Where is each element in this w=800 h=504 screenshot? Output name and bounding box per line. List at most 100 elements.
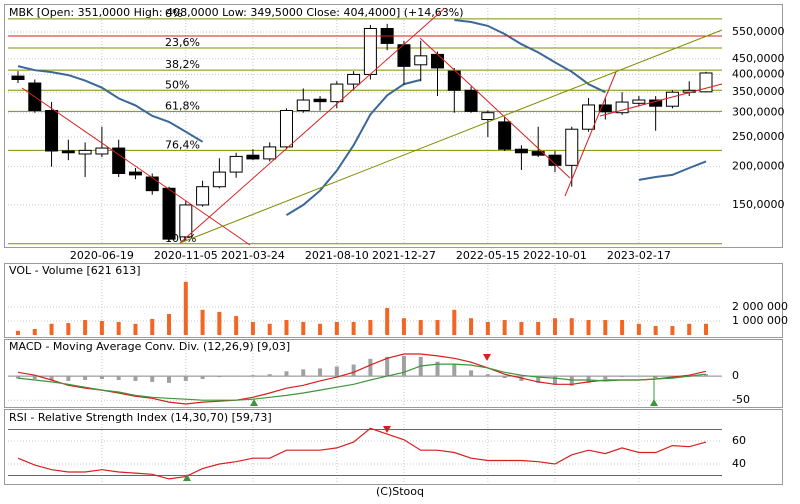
panel-title: VOL - Volume [621 613] <box>9 264 141 277</box>
histogram-bar <box>569 376 574 386</box>
volume-bar <box>368 320 373 335</box>
histogram-bar <box>200 376 205 380</box>
trend-line <box>599 83 723 117</box>
volume-bar <box>452 309 457 335</box>
volume-bar <box>435 320 440 335</box>
histogram-bar <box>704 374 708 377</box>
histogram-bar <box>536 376 541 383</box>
candle-body <box>145 176 159 192</box>
x-tick-label: 2020-06-19 <box>70 249 134 262</box>
volume-bar <box>502 320 507 335</box>
volume-bar <box>653 326 658 335</box>
histogram-bar <box>435 361 440 377</box>
buy-signal <box>250 399 258 406</box>
buy-signal <box>183 474 191 481</box>
fib-label: 38,2% <box>165 58 200 71</box>
volume-bar <box>536 321 541 335</box>
volume-bar <box>670 326 675 335</box>
signals <box>183 354 658 481</box>
histogram-bar <box>552 376 557 385</box>
volume-bar <box>133 323 138 335</box>
histogram-bar <box>133 376 138 381</box>
volume-bar <box>552 318 557 335</box>
volume-bar <box>334 321 339 335</box>
volume-bar <box>49 323 54 335</box>
histogram-bar <box>485 374 490 377</box>
volume-bar <box>603 320 608 335</box>
histogram-bar <box>401 355 406 377</box>
candle-body <box>313 98 327 103</box>
candle-body <box>665 91 679 107</box>
histogram-bar <box>301 369 306 377</box>
volume-bar <box>234 316 239 335</box>
x-tick-label: 2022-05-15 <box>456 249 520 262</box>
histogram-bar <box>267 374 272 377</box>
candle-body <box>498 121 512 150</box>
volume-bar <box>385 307 390 335</box>
histogram-bar <box>49 376 54 380</box>
volume-bar <box>485 321 490 335</box>
candle-body <box>162 187 176 240</box>
y-tick-label: -50 <box>732 393 750 406</box>
candle-body <box>95 147 109 155</box>
histogram-bar <box>502 376 507 379</box>
footer: (C)Stooq <box>376 485 424 498</box>
indicator-line <box>17 363 707 401</box>
histogram-bar <box>234 376 239 377</box>
candle-body <box>229 155 243 173</box>
volume-bar <box>267 323 272 335</box>
candle-body <box>196 186 210 206</box>
volume-bar <box>569 318 574 335</box>
histogram-bar <box>99 376 104 380</box>
trend-line <box>179 29 723 244</box>
buy-signal <box>650 399 658 406</box>
panel-title: MACD - Moving Average Conv. Div. (12,26,… <box>9 340 290 353</box>
candle-body <box>263 146 277 160</box>
volume-bar <box>183 281 188 335</box>
histogram-bar <box>167 376 172 383</box>
histogram-bar <box>250 375 255 377</box>
volume-bar <box>704 323 708 335</box>
candle-body <box>598 104 612 113</box>
moving-average <box>17 19 707 216</box>
indicator-line <box>17 427 707 480</box>
indicator-line <box>17 353 707 405</box>
volume-bar <box>519 321 524 335</box>
y-tick-label: 300,0000 <box>732 106 785 119</box>
panel-title: MBK [Open: 351,0000 High: 408,0000 Low: … <box>9 6 464 19</box>
rsi-panel <box>4 409 783 485</box>
volume-bar <box>620 320 625 335</box>
volume-bar <box>217 311 222 335</box>
drawings <box>8 7 723 246</box>
histogram-bar <box>636 376 641 377</box>
trend-line <box>564 71 617 197</box>
volume-bar <box>401 318 406 335</box>
y-tick-label: 40 <box>732 457 746 470</box>
candle-body <box>279 110 293 148</box>
candle-body <box>347 73 361 85</box>
fib-label: 50% <box>165 78 189 91</box>
y-tick-label: 150,0000 <box>732 198 785 211</box>
histogram-bar <box>83 376 88 380</box>
sell-signal <box>383 426 391 433</box>
candle-body <box>431 53 445 69</box>
histogram-bar <box>368 358 373 377</box>
histogram-bar <box>116 376 121 380</box>
volume-bar <box>250 321 255 335</box>
volume-bar <box>301 321 306 335</box>
y-tick-label: 350,0000 <box>732 85 785 98</box>
volume-bar <box>66 323 71 335</box>
fib-label: 76,4% <box>165 138 200 151</box>
histogram-bar <box>217 376 222 378</box>
y-tick-label: 60 <box>732 434 746 447</box>
candle-body <box>414 55 428 66</box>
volume-bar <box>687 323 692 335</box>
histogram-bar <box>318 368 323 377</box>
volume-bar <box>318 323 323 335</box>
fib-label: 0% <box>165 7 182 20</box>
x-tick-label: 2021-12-27 <box>372 249 436 262</box>
candle-body <box>330 83 344 103</box>
trend-line <box>419 37 571 179</box>
volume-bar <box>200 309 205 335</box>
